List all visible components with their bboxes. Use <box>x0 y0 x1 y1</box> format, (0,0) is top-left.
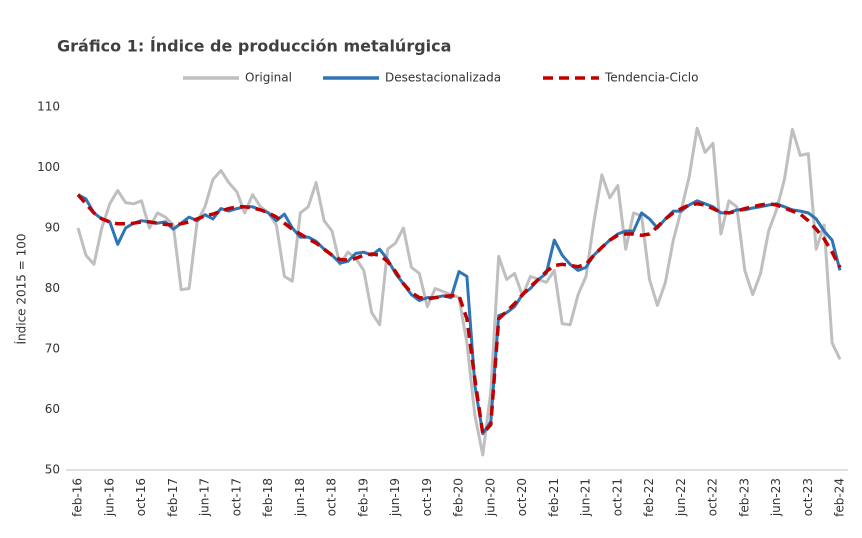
x-tick-label: oct-20 <box>515 478 529 516</box>
x-tick-label: oct-21 <box>610 478 624 516</box>
y-axis-label: Índice 2015 = 100 <box>14 233 29 344</box>
series-line <box>76 193 842 436</box>
x-tick-label: jun-17 <box>198 478 212 517</box>
x-tick-label: jun-16 <box>102 478 116 517</box>
x-tick-label: feb-18 <box>261 478 275 517</box>
y-tick-label: 90 <box>45 221 60 235</box>
y-tick-label: 80 <box>45 281 60 295</box>
x-tick-label: oct-18 <box>325 478 339 516</box>
series-line <box>76 126 842 457</box>
x-tick-label: jun-20 <box>483 478 497 517</box>
x-tick-label: oct-19 <box>420 478 434 516</box>
x-tick-label: oct-23 <box>801 478 815 516</box>
legend-label: Original <box>245 71 292 85</box>
x-tick-label: feb-23 <box>737 478 751 517</box>
series-line <box>77 193 842 436</box>
y-tick-label: 50 <box>45 463 60 477</box>
x-tick-label: feb-16 <box>71 478 85 517</box>
x-tick-label: jun-23 <box>769 478 783 517</box>
x-tick-label: jun-18 <box>293 478 307 517</box>
x-tick-label: feb-24 <box>833 478 847 517</box>
y-tick-label: 60 <box>45 402 60 416</box>
x-tick-label: jun-19 <box>388 478 402 517</box>
legend-label: Tendencia-Ciclo <box>604 71 699 85</box>
legend-label: Desestacionalizada <box>385 71 501 85</box>
x-tick-label: jun-22 <box>674 478 688 517</box>
x-tick-label: jun-21 <box>579 478 593 517</box>
x-tick-label: feb-20 <box>452 478 466 517</box>
y-tick-label: 70 <box>45 342 60 356</box>
x-tick-label: oct-17 <box>229 478 243 516</box>
x-tick-label: feb-21 <box>547 478 561 517</box>
x-tick-label: feb-19 <box>356 478 370 517</box>
x-tick-label: feb-17 <box>166 478 180 517</box>
x-tick-label: oct-16 <box>134 478 148 516</box>
y-tick-label: 100 <box>37 160 60 174</box>
x-tick-label: oct-22 <box>706 478 720 516</box>
y-tick-label: 110 <box>37 100 60 114</box>
chart-title: Gráfico 1: Índice de producción metalúrg… <box>57 37 451 56</box>
x-tick-label: feb-22 <box>642 478 656 517</box>
